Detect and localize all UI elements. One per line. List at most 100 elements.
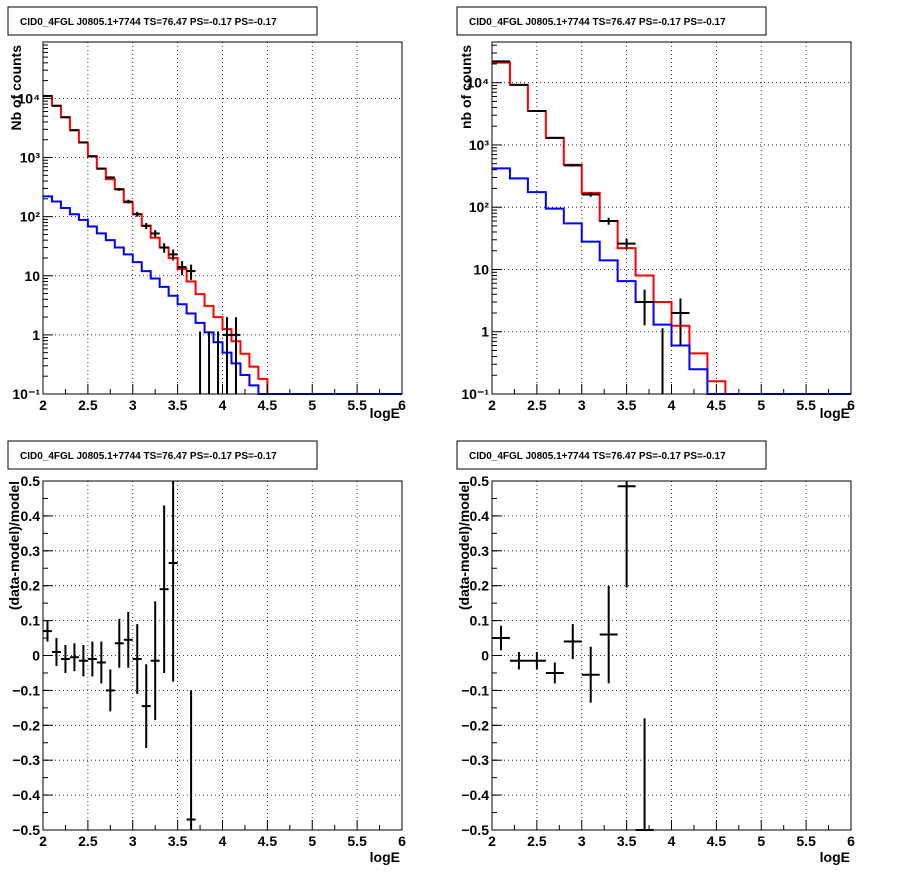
data-point	[150, 230, 160, 238]
x-tick-label: 6	[847, 397, 855, 413]
y-tick-label: 10⁴	[18, 90, 41, 106]
x-tick-label: 4.5	[258, 397, 278, 413]
y-tick-label: 0.1	[21, 613, 41, 629]
x-tick-label: 5.5	[796, 833, 816, 849]
data-point	[132, 211, 142, 217]
y-tick-label: 10²	[20, 209, 41, 225]
y-axis-label: (data-model)/model	[456, 481, 472, 610]
y-tick-label: 0.3	[470, 543, 490, 559]
x-tick-label: 6	[398, 833, 406, 849]
y-tick-label: 10²	[469, 199, 490, 215]
x-tick-label: 4	[219, 833, 227, 849]
data-point	[509, 652, 528, 670]
data-point	[105, 176, 115, 179]
x-tick-label: 3.5	[617, 397, 637, 413]
series	[492, 481, 654, 831]
x-tick-label: 3.5	[168, 833, 188, 849]
residuals-chart-right: CID0_4FGL J0805.1+7744 TS=76.47 PS=-0.17…	[456, 440, 855, 865]
y-tick-label: 0.3	[21, 543, 41, 559]
y-tick-label: −0.5	[461, 822, 489, 838]
x-tick-label: 6	[847, 833, 855, 849]
x-tick-label: 3	[578, 833, 586, 849]
x-tick-label: 5.5	[796, 397, 816, 413]
x-tick-label: 2.5	[527, 397, 547, 413]
x-tick-label: 2.5	[78, 397, 98, 413]
title-box	[456, 6, 767, 36]
x-tick-label: 2	[488, 833, 496, 849]
data-point	[563, 164, 582, 167]
data-point	[671, 298, 690, 347]
data-point	[132, 624, 142, 694]
y-tick-label: −0.1	[12, 682, 40, 698]
x-tick-label: 3.5	[168, 397, 188, 413]
data-point	[563, 624, 582, 659]
title-box	[7, 6, 318, 36]
x-tick-label: 2.5	[527, 833, 547, 849]
chart-title: CID0_4FGL J0805.1+7744 TS=76.47 PS=-0.17…	[469, 451, 726, 462]
residuals-chart-left: CID0_4FGL J0805.1+7744 TS=76.47 PS=-0.17…	[6, 440, 406, 865]
y-tick-label: −0.2	[12, 717, 40, 733]
data-point	[123, 199, 133, 204]
data-point	[114, 618, 124, 668]
data-point	[123, 611, 133, 668]
data-point	[186, 690, 196, 830]
y-tick-label: 0.2	[470, 578, 490, 594]
y-axis-ticks: 10⁻¹ 1 10 10² 10³ 10⁴	[12, 44, 53, 402]
data-point	[168, 481, 178, 682]
y-tick-label: 10⁴	[467, 75, 490, 91]
y-tick-label: 0.5	[21, 473, 41, 489]
y-tick-label: 10³	[20, 150, 41, 166]
x-tick-label: 6	[398, 397, 406, 413]
data-point	[186, 264, 196, 280]
x-axis-label: logE	[370, 405, 400, 421]
y-tick-label: 1	[32, 327, 40, 343]
data-point	[509, 83, 528, 86]
data-point	[581, 192, 600, 197]
x-tick-label: 4	[668, 397, 676, 413]
data-point	[599, 217, 618, 225]
data-point	[635, 289, 654, 326]
grid	[43, 42, 402, 394]
x-tick-label: 3.5	[617, 833, 637, 849]
x-tick-label: 2.5	[78, 833, 98, 849]
x-tick-label: 5.5	[347, 833, 367, 849]
x-tick-label: 3	[129, 833, 137, 849]
y-tick-label: 10⁻¹	[461, 386, 489, 402]
y-tick-label: 10³	[469, 137, 490, 153]
x-tick-label: 3	[129, 397, 137, 413]
data-point	[617, 481, 636, 588]
y-axis-label: Nb of counts	[8, 45, 24, 131]
y-tick-label: 0.1	[470, 613, 490, 629]
data-point	[222, 317, 232, 394]
x-tick-label: 5	[308, 397, 316, 413]
data-point	[545, 136, 564, 139]
series	[43, 481, 196, 830]
data-point	[141, 664, 151, 748]
data-point	[141, 222, 151, 230]
data-point	[617, 238, 636, 250]
x-tick-label: 2	[39, 397, 47, 413]
chart-title: CID0_4FGL J0805.1+7744 TS=76.47 PS=-0.17…	[469, 17, 726, 28]
y-tick-label: 10⁻¹	[12, 386, 40, 402]
data-point	[599, 585, 618, 684]
y-axis-ticks: 10⁻¹ 1 10 10² 10³ 10⁴	[461, 44, 502, 402]
x-axis-ticks: 2 2.5 3 3.5 4 4.5 5 5.5 6	[39, 384, 406, 413]
y-tick-label: 0	[32, 648, 40, 664]
y-axis-label: (data-model)/model	[6, 481, 22, 610]
y-tick-label: −0.4	[12, 787, 40, 803]
data-point	[51, 638, 61, 666]
data-point	[69, 129, 79, 132]
y-axis-label: nb of counts	[458, 45, 474, 129]
title-box	[7, 440, 318, 470]
data-point	[231, 317, 241, 394]
x-tick-label: 2	[488, 397, 496, 413]
data-point	[581, 646, 600, 703]
data-point	[78, 645, 88, 677]
x-tick-label: 5	[757, 833, 765, 849]
x-tick-label: 5.5	[347, 397, 367, 413]
y-tick-label: −0.3	[461, 752, 489, 768]
data-point	[60, 116, 70, 119]
data-point	[87, 155, 97, 158]
